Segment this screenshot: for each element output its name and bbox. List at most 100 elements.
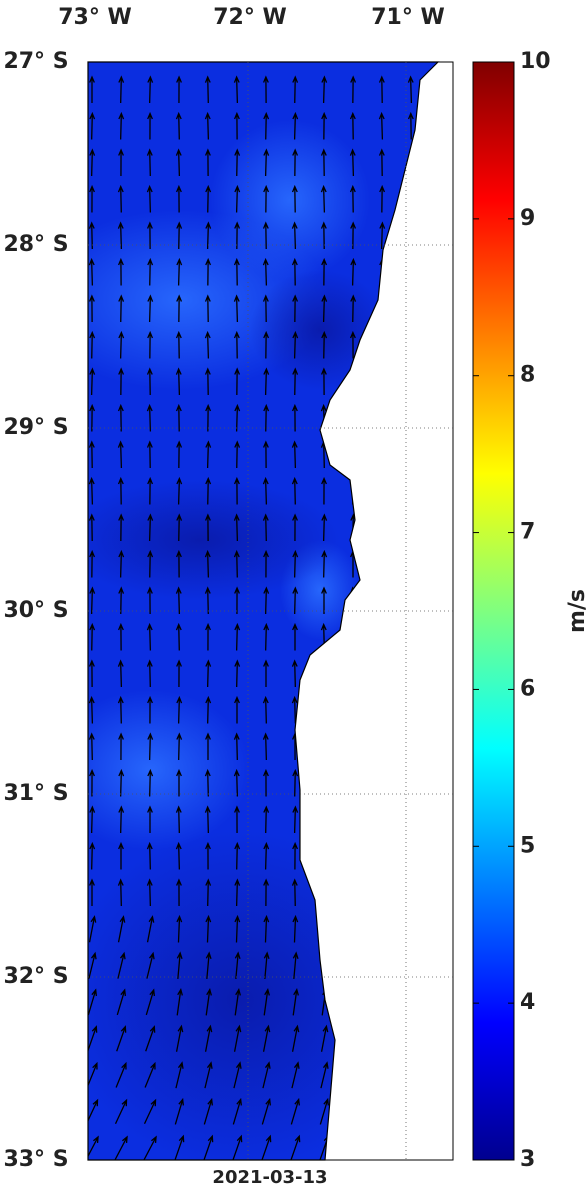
wind-arrow — [146, 878, 153, 907]
wind-arrow — [291, 695, 298, 724]
wind-arrow — [233, 330, 240, 359]
colorbar-tick-label: 3 — [520, 1147, 535, 1172]
wind-arrow — [88, 695, 95, 724]
wind-arrow — [292, 330, 299, 359]
wind-arrow — [262, 440, 269, 469]
wind-arrow — [378, 75, 385, 104]
wind-arrow — [174, 1134, 185, 1160]
wind-arrow — [261, 1097, 271, 1125]
wind-arrow — [174, 1173, 184, 1188]
wind-arrow — [204, 805, 211, 834]
wind-arrow — [350, 75, 357, 104]
wind-arrow — [147, 768, 154, 797]
wind-arrow — [292, 586, 299, 615]
wind-arrow — [205, 695, 212, 724]
wind-arrow — [262, 476, 269, 505]
wind-arrow — [321, 111, 328, 140]
wind-arrow — [261, 1134, 272, 1160]
wind-arrow — [407, 75, 414, 104]
wind-arrow — [117, 951, 126, 979]
wind-arrow — [321, 330, 328, 359]
wind-arrow — [89, 294, 95, 323]
wind-arrow — [147, 330, 154, 359]
wind-arrow — [234, 111, 240, 140]
wind-arrow — [147, 513, 154, 542]
wind-arrow — [88, 951, 97, 979]
wind-arrow — [204, 1024, 213, 1052]
wind-arrow — [117, 403, 124, 432]
lat-label: 27° S — [3, 49, 68, 74]
wind-arrow — [114, 1098, 128, 1125]
wind-arrow — [146, 148, 153, 177]
wind-arrow — [175, 549, 182, 578]
wind-arrow — [147, 294, 154, 323]
wind-arrow — [205, 440, 212, 469]
wind-arrow — [233, 513, 240, 542]
wind-arrow — [263, 768, 269, 797]
wind-arrow — [147, 75, 154, 104]
wind-arrow — [89, 878, 95, 907]
wind-arrow — [147, 732, 154, 761]
wind-arrow — [147, 695, 153, 724]
wind-arrow — [146, 403, 153, 432]
wind-arrow — [233, 768, 240, 797]
wind-arrow — [263, 841, 270, 870]
wind-arrow — [145, 988, 156, 1016]
wind-arrow — [118, 294, 125, 323]
wind-arrow — [291, 221, 298, 250]
wind-arrow — [147, 111, 153, 140]
wind-arrow — [117, 440, 124, 469]
wind-arrow — [147, 805, 153, 834]
wind-arrow — [176, 659, 182, 688]
lon-label: 73° W — [58, 5, 132, 30]
wind-arrow — [204, 768, 211, 797]
colorbar-tick-label: 4 — [520, 990, 535, 1015]
wind-arrow — [348, 1173, 358, 1188]
wind-arrow — [205, 148, 211, 177]
wind-arrow — [114, 1174, 127, 1188]
wind-arrow — [320, 148, 327, 177]
wind-arrow — [88, 659, 95, 688]
wind-arrow — [321, 513, 328, 542]
wind-arrow — [117, 221, 124, 250]
wind-arrow — [263, 878, 269, 907]
wind-arrow — [262, 513, 269, 542]
wind-arrow — [320, 367, 327, 396]
wind-arrow — [118, 549, 125, 578]
wind-arrow — [234, 841, 241, 870]
wind-arrow — [115, 1061, 127, 1088]
wind-arrow — [234, 184, 241, 213]
wind-arrow — [143, 1098, 157, 1125]
wind-arrow — [205, 987, 212, 1016]
wind-arrow — [205, 257, 212, 286]
wind-arrow — [176, 951, 183, 980]
wind-arrow — [234, 914, 241, 943]
wind-arrow — [233, 75, 240, 104]
wind-arrow — [118, 513, 125, 542]
wind-arrow — [117, 878, 124, 907]
wind-arrow — [176, 257, 183, 286]
wind-arrow — [146, 951, 155, 979]
colorbar-tick-label: 5 — [520, 833, 535, 858]
wind-arrow — [234, 805, 240, 834]
wind-arrow — [320, 1061, 329, 1089]
wind-arrow — [292, 622, 298, 651]
wind-arrow — [233, 476, 240, 505]
wind-arrow — [234, 695, 240, 724]
wind-arrow — [118, 111, 125, 140]
wind-arrow — [175, 367, 182, 396]
wind-arrow — [176, 732, 183, 761]
wind-arrow — [205, 841, 211, 870]
wind-arrow — [205, 221, 212, 250]
colorbar-tick-label: 7 — [520, 520, 535, 545]
lat-label: 33° S — [3, 1147, 68, 1172]
wind-arrow — [117, 659, 124, 688]
wind-arrow — [176, 768, 182, 797]
wind-arrow — [117, 695, 124, 724]
lat-label: 31° S — [3, 781, 68, 806]
wind-arrow — [88, 440, 95, 469]
wind-arrow — [118, 805, 125, 834]
wind-arrow — [291, 476, 298, 505]
wind-arrow — [349, 148, 356, 177]
wind-arrow — [117, 622, 124, 651]
